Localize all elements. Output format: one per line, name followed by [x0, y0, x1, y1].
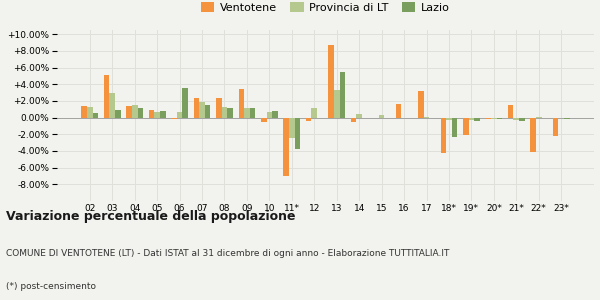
Bar	[87, 107, 92, 118]
Bar	[418, 91, 424, 118]
Bar	[351, 118, 356, 122]
Bar	[109, 93, 115, 118]
Bar	[244, 108, 250, 118]
Bar	[311, 108, 317, 118]
Bar	[82, 106, 87, 118]
Bar	[474, 118, 480, 121]
Bar	[373, 118, 379, 119]
Bar	[463, 118, 469, 135]
Bar	[177, 112, 182, 118]
Bar	[553, 118, 559, 136]
Bar	[182, 88, 188, 118]
Bar	[126, 106, 132, 118]
Bar	[440, 118, 446, 154]
Bar	[171, 118, 177, 119]
Bar	[194, 98, 199, 118]
Bar	[92, 113, 98, 118]
Bar	[266, 112, 272, 118]
Bar	[491, 118, 497, 119]
Bar	[205, 105, 211, 118]
Bar	[216, 98, 221, 118]
Bar	[137, 108, 143, 118]
Bar	[154, 112, 160, 118]
Bar	[115, 110, 121, 118]
Bar	[564, 118, 569, 119]
Text: (*) post-censimento: (*) post-censimento	[6, 282, 96, 291]
Bar	[395, 104, 401, 118]
Legend: Ventotene, Provincia di LT, Lazio: Ventotene, Provincia di LT, Lazio	[197, 0, 454, 18]
Bar	[160, 111, 166, 118]
Bar	[250, 108, 256, 118]
Bar	[199, 102, 205, 118]
Bar	[239, 89, 244, 118]
Bar	[514, 118, 519, 120]
Text: COMUNE DI VENTOTENE (LT) - Dati ISTAT al 31 dicembre di ogni anno - Elaborazione: COMUNE DI VENTOTENE (LT) - Dati ISTAT al…	[6, 249, 449, 258]
Bar	[149, 110, 154, 118]
Bar	[328, 45, 334, 118]
Bar	[519, 118, 525, 121]
Bar	[334, 90, 340, 118]
Bar	[272, 111, 278, 118]
Bar	[530, 118, 536, 152]
Bar	[295, 118, 300, 149]
Bar	[289, 118, 295, 138]
Bar	[469, 118, 474, 120]
Bar	[536, 117, 542, 118]
Bar	[261, 118, 266, 122]
Text: Variazione percentuale della popolazione: Variazione percentuale della popolazione	[6, 210, 296, 223]
Bar	[221, 107, 227, 118]
Bar	[446, 118, 452, 120]
Bar	[497, 118, 502, 119]
Bar	[559, 118, 564, 119]
Bar	[227, 108, 233, 118]
Bar	[306, 118, 311, 121]
Bar	[283, 118, 289, 176]
Bar	[340, 72, 345, 118]
Bar	[485, 118, 491, 119]
Bar	[379, 115, 385, 118]
Bar	[424, 117, 430, 118]
Bar	[452, 118, 457, 137]
Bar	[508, 105, 514, 118]
Bar	[356, 114, 362, 118]
Bar	[104, 75, 109, 118]
Bar	[132, 105, 137, 118]
